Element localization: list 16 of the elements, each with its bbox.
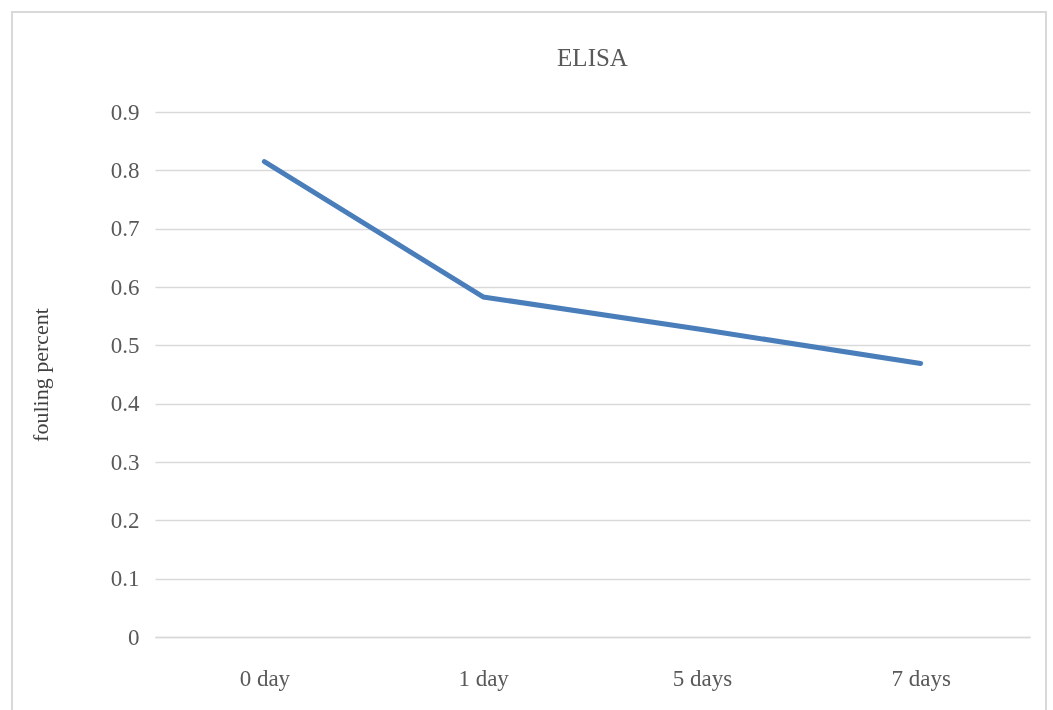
x-tick-label: 7 days [891,665,951,691]
y-axis-title: fouling percent [27,308,53,442]
y-tick-label: 0.1 [110,566,140,592]
y-tick-label: 0.6 [110,274,140,300]
y-tick-label: 0.4 [110,391,140,417]
x-tick-label: 0 day [239,665,291,691]
chart-title: ELISA [557,44,628,71]
y-tick-label: 0 [128,624,140,650]
y-tick-label: 0.9 [110,99,140,125]
y-tick-label: 0.2 [110,507,140,533]
x-tick-label: 1 day [458,665,510,691]
y-tick-label: 0.3 [110,449,140,475]
x-tick-label: 5 days [672,665,733,691]
y-tick-label: 0.7 [110,216,140,242]
y-tick-label: 0.8 [110,157,140,183]
y-tick-label: 0.5 [110,332,140,358]
